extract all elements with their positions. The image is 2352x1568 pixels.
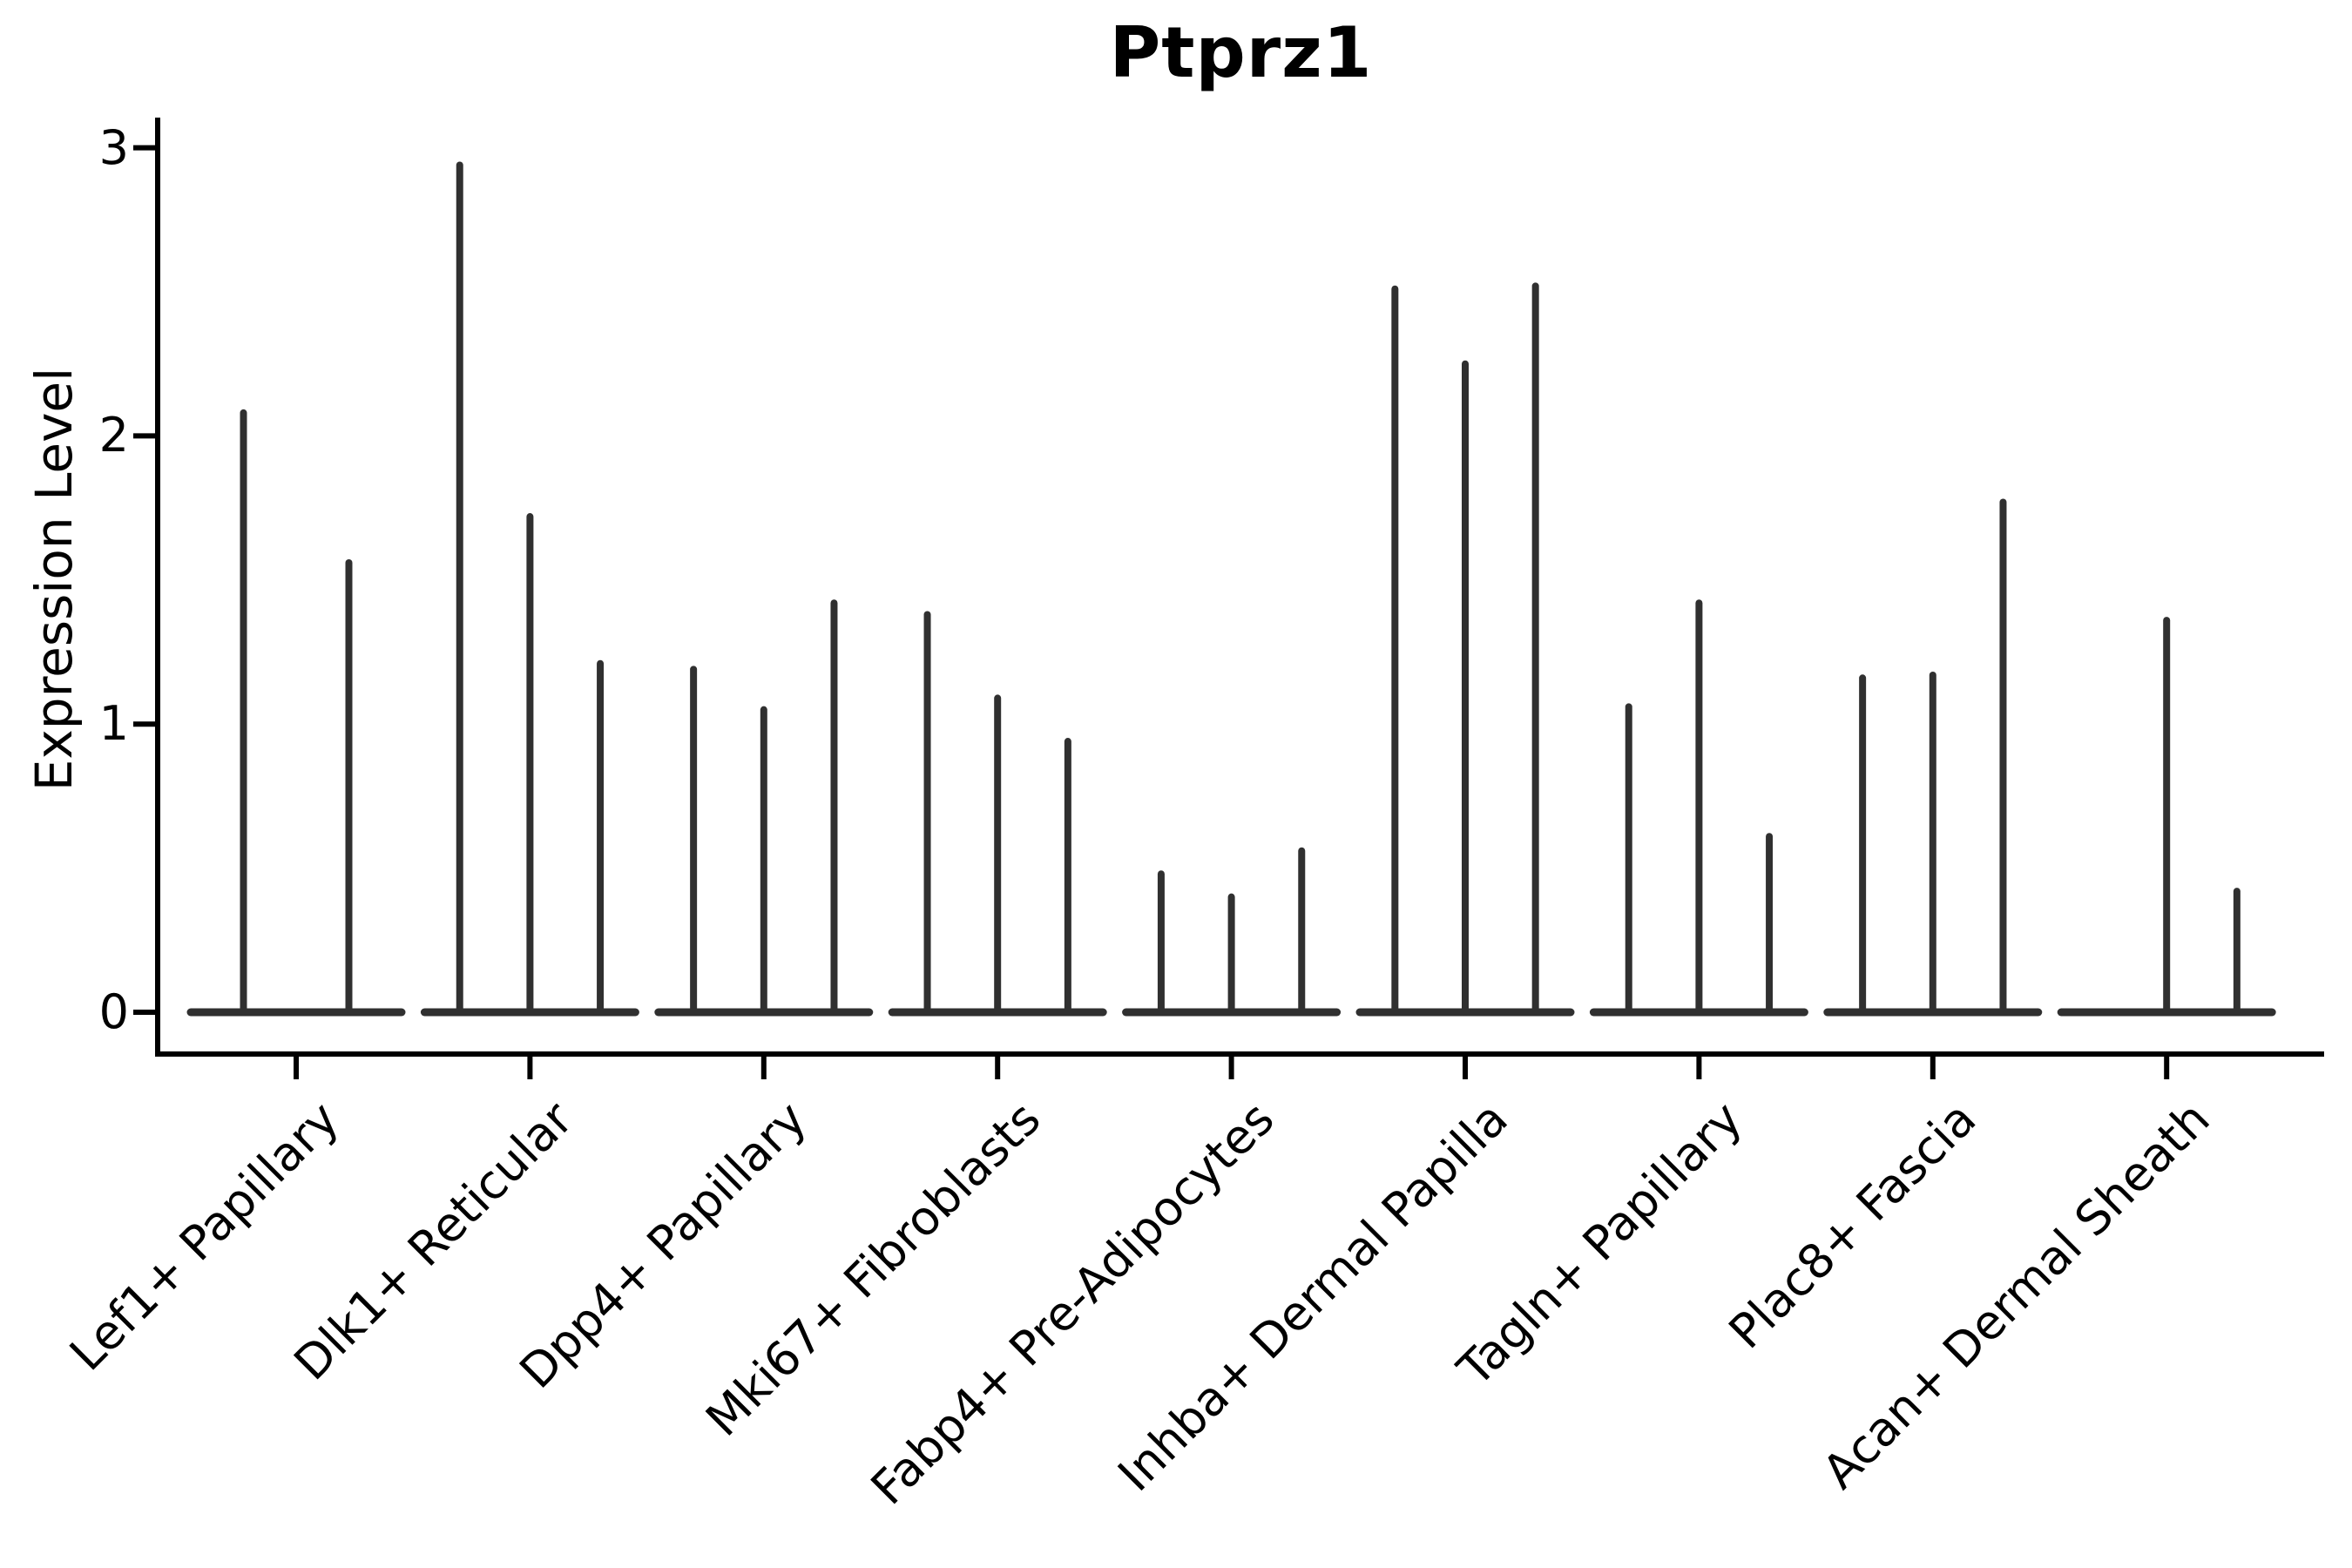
y-tick-label: 0 — [98, 984, 129, 1039]
y-tick-label: 2 — [98, 408, 129, 463]
y-tick-label: 3 — [98, 119, 129, 175]
y-tick-label: 1 — [98, 696, 129, 752]
chart-title: Ptprz1 — [1109, 12, 1373, 93]
